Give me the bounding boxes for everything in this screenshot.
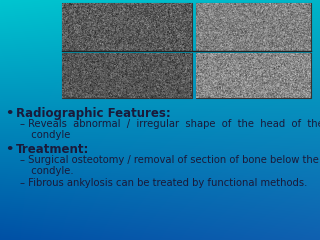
Text: – Fibrous ankylosis can be treated by functional methods.: – Fibrous ankylosis can be treated by fu… xyxy=(20,178,308,188)
Bar xyxy=(62,3,192,51)
Text: •: • xyxy=(5,143,13,156)
Text: Treatment:: Treatment: xyxy=(16,143,89,156)
Text: – Reveals  abnormal  /  irregular  shape  of  the  head  of  the: – Reveals abnormal / irregular shape of … xyxy=(20,119,320,129)
Text: – Surgical osteotomy / removal of section of bone below the: – Surgical osteotomy / removal of sectio… xyxy=(20,155,319,165)
Text: •: • xyxy=(5,107,13,120)
Text: Radiographic Features:: Radiographic Features: xyxy=(16,107,171,120)
Bar xyxy=(62,53,192,98)
Text: condyle.: condyle. xyxy=(25,166,74,176)
Text: condyle: condyle xyxy=(25,130,70,140)
Bar xyxy=(196,3,311,51)
Bar xyxy=(196,53,311,98)
